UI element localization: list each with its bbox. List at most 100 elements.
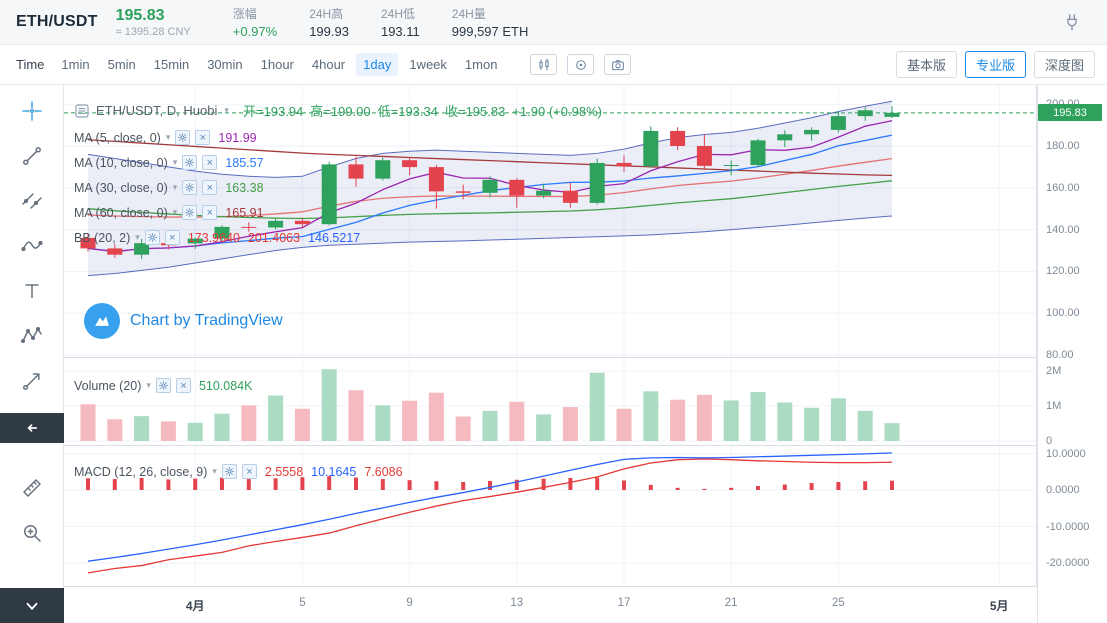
- stats: 涨幅 +0.97% 24H高 199.93 24H低 193.11 24H量 9…: [233, 5, 529, 39]
- macd-legend: MACD (12, 26, close, 9) ▾ × 2.5558 10.1645 7.…: [74, 459, 403, 484]
- price-block: 195.83 ≈ 1395.28 CNY: [116, 7, 191, 38]
- indicator-settings-button[interactable]: [175, 130, 191, 145]
- legend-menu-icon[interactable]: [74, 103, 89, 118]
- curve-tool[interactable]: [18, 232, 46, 260]
- chevron-down-icon[interactable]: ▾: [172, 157, 178, 167]
- view-button-专业版[interactable]: 专业版: [964, 51, 1026, 78]
- ohlc-item: 收=195.83: [444, 104, 506, 119]
- ohlc-values: 开=193.94 高=199.00 低=193.34 收=195.83 +1.90 (+…: [236, 101, 602, 120]
- last-price: 195.83: [115, 6, 165, 24]
- xabcd-pattern-tool[interactable]: [18, 322, 46, 350]
- view-button-深度图[interactable]: 深度图: [1033, 51, 1095, 78]
- time-axis-label: 9: [406, 597, 413, 609]
- ruler-icon: [22, 479, 41, 497]
- magnifier-icon: [23, 524, 41, 542]
- chart-region: ETH/USDT, D, Huobi ▾ 开=193.94 高=199.00 低=1…: [64, 85, 1037, 623]
- indicator-name: MACD (12, 26, close, 9): [74, 464, 208, 479]
- legend-row: MACD (12, 26, close, 9) ▾ × 2.5558 10.1645 7.…: [74, 459, 403, 484]
- time-axis[interactable]: 4月 5 9 13 17 21 25 5月: [64, 586, 1037, 623]
- crosshair-tool[interactable]: [18, 97, 46, 125]
- interval-30min[interactable]: 30min: [200, 53, 249, 76]
- indicator-name: MA (5, close, 0): [74, 130, 161, 145]
- current-price-badge: 195.83: [1038, 104, 1102, 122]
- tradingview-logo-icon: [84, 303, 120, 339]
- axis-label: 10.0000: [1046, 447, 1086, 460]
- candlestick-icon: [539, 58, 549, 70]
- text-icon: [24, 284, 39, 299]
- forecast-tool[interactable]: [18, 367, 46, 395]
- ohlc-item: +1.90 (+0.98%): [512, 104, 602, 119]
- interval-5min[interactable]: 5min: [101, 53, 143, 76]
- screenshot-button[interactable]: [604, 54, 632, 75]
- zoom-in-tool[interactable]: [18, 519, 46, 547]
- indicator-settings-button[interactable]: [182, 180, 198, 195]
- volume-label: 24H量: [451, 7, 486, 21]
- interval-1min[interactable]: 1min: [54, 53, 96, 76]
- parallel-lines-tool[interactable]: [18, 187, 46, 215]
- chevron-down-icon[interactable]: ▾: [135, 232, 140, 242]
- indicator-close-button[interactable]: ×: [175, 378, 191, 393]
- chart-style-button[interactable]: [530, 54, 558, 75]
- axis-label: 0: [1046, 435, 1053, 447]
- time-axis-label: 13: [510, 597, 524, 609]
- axis-label: -20.0000: [1046, 557, 1090, 569]
- indicator-button[interactable]: [567, 54, 595, 75]
- stat-24h-low: 24H低 193.11: [381, 5, 420, 39]
- interval-1week[interactable]: 1week: [402, 53, 454, 76]
- collapse-left-button[interactable]: [0, 413, 64, 443]
- indicator-name: MA (30, close, 0): [74, 180, 168, 195]
- chart-tool-icons: [530, 54, 632, 75]
- arrow-left-icon: [27, 424, 37, 432]
- legend-row: Volume (20) ▾ × 510.084K: [74, 373, 252, 398]
- interval-1mon[interactable]: 1mon: [458, 53, 505, 76]
- ohlc-item: 开=193.94: [242, 104, 304, 119]
- indicator-close-button[interactable]: ×: [202, 180, 218, 195]
- indicator-value: 191.99: [218, 130, 257, 145]
- chevron-down-icon[interactable]: ▾: [146, 380, 151, 390]
- interval-1hour[interactable]: 1hour: [254, 53, 301, 76]
- volume-legend: Volume (20) ▾ × 510.084K: [74, 373, 252, 398]
- indicator-close-button[interactable]: ×: [241, 464, 257, 479]
- high-value: 199.93: [309, 24, 349, 39]
- interval-15min[interactable]: 15min: [147, 53, 196, 76]
- chart-title: ETH/USDT, D, Huobi: [96, 103, 218, 118]
- interval-4hour[interactable]: 4hour: [305, 53, 352, 76]
- scroll-down-button[interactable]: [0, 588, 64, 623]
- indicator-settings-button[interactable]: [144, 230, 160, 245]
- indicator-settings-button[interactable]: [182, 155, 198, 170]
- indicator-close-button[interactable]: ×: [195, 130, 211, 145]
- indicator-close-button[interactable]: ×: [202, 205, 218, 220]
- indicator-close-button[interactable]: ×: [164, 230, 180, 245]
- price-chart[interactable]: [64, 85, 1037, 586]
- symbol-name[interactable]: ETH/USDT: [16, 13, 98, 30]
- stat-change: 涨幅 +0.97%: [233, 5, 277, 39]
- indicator-close-button[interactable]: ×: [202, 155, 218, 170]
- xabcd-pattern-icon: [20, 326, 42, 344]
- legend-row: BB (20, 2) ▾ × 173.9640 201.4063 146.5217: [74, 225, 360, 250]
- indicator-settings-button[interactable]: [221, 464, 237, 479]
- chevron-down-icon[interactable]: ▾: [172, 207, 178, 217]
- main-legend: ETH/USDT, D, Huobi ▾ 开=193.94 高=199.00 低=1…: [74, 101, 602, 120]
- gear-icon: [158, 380, 169, 391]
- ruler-tool[interactable]: [18, 474, 46, 502]
- indicator-value: 201.4063: [247, 230, 301, 245]
- axis-label: 0.0000: [1046, 484, 1080, 496]
- chevron-down-icon[interactable]: ▾: [172, 182, 178, 192]
- view-button-基本版[interactable]: 基本版: [895, 51, 957, 78]
- gear-icon: [184, 157, 195, 168]
- text-tool[interactable]: [18, 277, 46, 305]
- indicator-settings-button[interactable]: [182, 205, 198, 220]
- tradingview-watermark[interactable]: Chart by TradingView: [84, 303, 283, 339]
- gear-icon: [184, 182, 195, 193]
- plug-icon[interactable]: [1059, 9, 1085, 35]
- trend-line-tool[interactable]: [18, 142, 46, 170]
- price-cny: ≈ 1395.28 CNY: [115, 25, 191, 38]
- chevron-down-icon: [26, 602, 38, 610]
- chevron-down-icon[interactable]: ▾: [165, 132, 171, 142]
- indicator-settings-button[interactable]: [155, 378, 171, 393]
- chevron-down-icon[interactable]: ▾: [212, 466, 217, 476]
- axis-label: 140.00: [1046, 223, 1080, 236]
- interval-1day[interactable]: 1day: [356, 53, 399, 76]
- chevron-down-icon[interactable]: ▾: [224, 105, 229, 115]
- price-axis[interactable]: 200.00180.00160.00140.00120.00100.0080.0…: [1037, 85, 1107, 623]
